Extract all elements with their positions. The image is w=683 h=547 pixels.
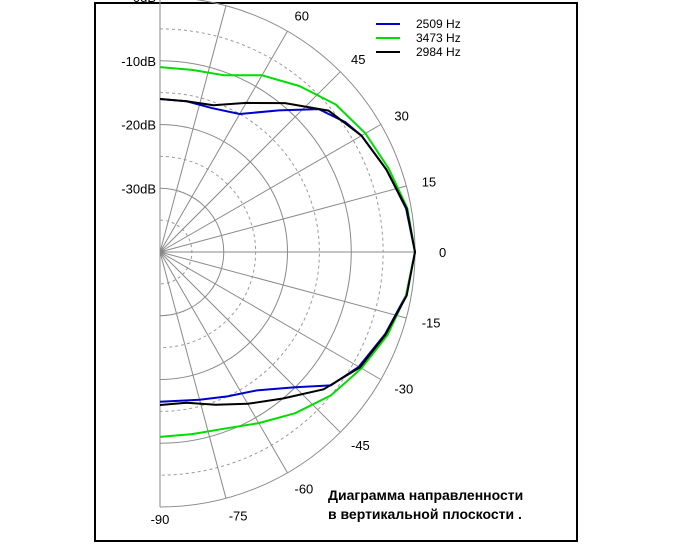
chart-title: Диаграмма направленности [328,487,524,503]
angle-tick-label: 45 [351,52,365,67]
grid-spoke [159,124,382,253]
tick-labels: 9075604530150-15-30-45-60-75-900dB-10dB-… [121,0,446,527]
angle-tick-label: -60 [295,481,314,496]
grid-spoke [159,30,288,253]
grid-spoke [159,71,341,253]
grid-ring [159,155,257,349]
angle-tick-label: -30 [394,382,413,397]
series-lines [159,66,416,438]
grid-spoke [159,251,341,433]
series-line-3 [159,98,416,406]
radial-tick-label: 0dB [133,0,156,5]
grid-spoke [159,251,288,474]
grid-spoke [159,5,227,253]
grid-spoke [159,185,407,253]
angle-tick-label: -75 [229,509,248,524]
legend-label-1: 2509 Hz [416,17,461,31]
polar-grid [159,0,416,508]
angle-tick-label: -90 [151,512,170,527]
angle-tick-label: 0 [439,245,446,260]
grid-spoke [159,251,407,319]
angle-tick-label: -15 [422,316,441,331]
angle-tick-label: 30 [394,109,408,124]
chart-subtitle: в вертикальной плоскости . [328,506,522,522]
chart-caption: Диаграмма направленности в вертикальной … [328,486,523,524]
legend-label-2: 3473 Hz [416,31,461,45]
legend-label-3: 2984 Hz [416,45,461,59]
angle-tick-label: -45 [351,438,370,453]
radial-tick-label: -30dB [121,181,156,196]
radial-tick-label: -20dB [121,118,156,133]
radial-tick-label: -10dB [121,54,156,69]
angle-tick-label: 15 [422,174,436,189]
grid-spoke [159,251,227,499]
grid-spoke [159,251,382,380]
chart-frame [94,2,578,542]
angle-tick-label: 60 [295,9,309,24]
